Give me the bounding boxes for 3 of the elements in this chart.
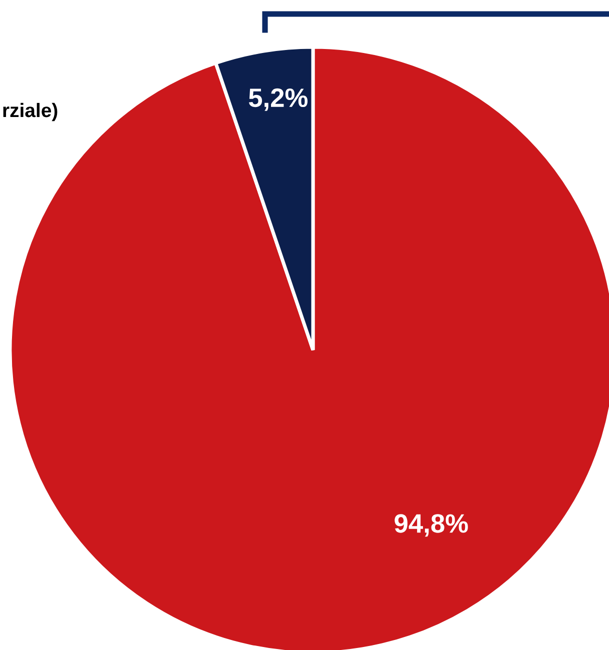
data-label: 5,2% <box>248 88 308 111</box>
text: rziale) <box>3 102 58 122</box>
data-label: 94,8% <box>394 514 468 537</box>
